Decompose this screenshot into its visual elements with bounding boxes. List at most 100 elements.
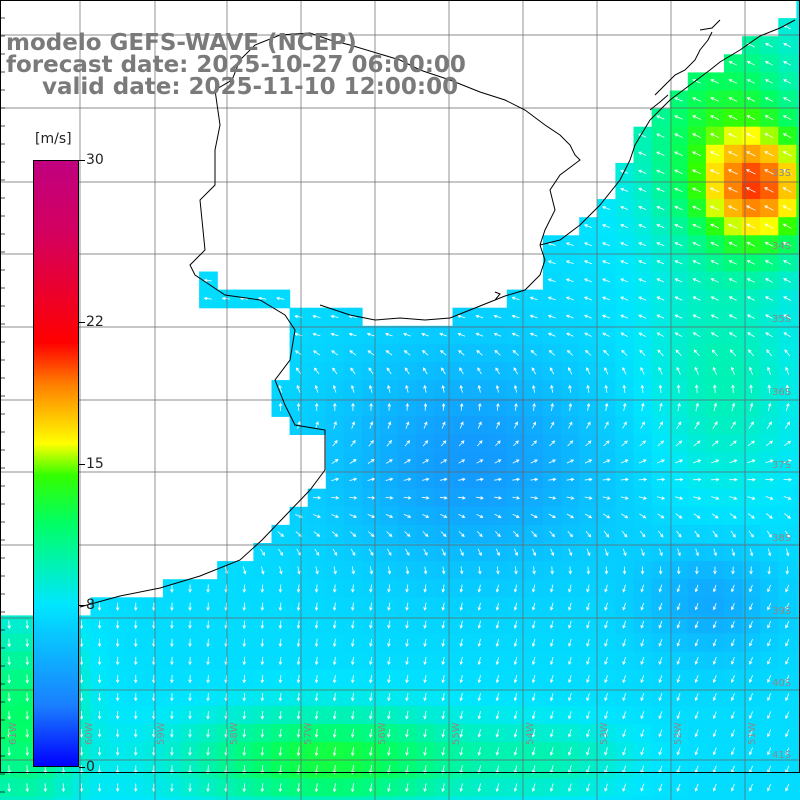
wind-arrow [313,367,320,375]
wind-arrow [133,711,138,720]
wind-arrow [767,711,772,720]
wind-arrow [422,513,430,518]
wind-arrow [640,384,645,393]
wind-cell [796,524,800,544]
wind-arrow [547,332,556,337]
wind-arrow [568,602,572,611]
wind-arrow [676,620,681,629]
wind-arrow [296,620,301,630]
wind-arrow [97,747,102,756]
wind-arrow [729,477,738,482]
wind-cell [669,416,689,435]
wind-cell [343,796,363,800]
wind-arrow [674,496,684,500]
wind-arrow [79,656,84,666]
wind-arrow [97,602,102,611]
wind-arrow [656,151,665,156]
wind-arrow [783,440,792,447]
wind-arrow [783,260,792,265]
wind-arrow [622,747,627,756]
wind-arrow [747,513,755,519]
wind-arrow [711,349,718,357]
wind-arrow [764,169,774,175]
wind-arrow [604,548,609,557]
wind-arrow [332,674,337,684]
wind-cell [796,343,800,363]
wind-arrow [748,349,755,357]
wind-arrow [170,765,174,775]
wind-arrow [746,115,756,120]
wind-arrow [767,639,772,647]
wind-arrow [242,710,247,720]
wind-cell [796,72,800,92]
wind-arrow [332,620,337,630]
wind-arrow [441,638,445,648]
longitude-label: 54W [525,722,536,745]
wind-arrow [656,133,665,138]
wind-cell [796,543,800,562]
wind-arrow [170,747,174,756]
wind-arrow [477,765,482,775]
wind-arrow [206,674,210,684]
wind-arrow [188,656,192,666]
wind-arrow [295,367,302,375]
wind-arrow [315,421,319,429]
wind-arrow [764,187,774,193]
wind-arrow [314,548,320,556]
wind-arrow [477,421,482,429]
wind-arrow [532,566,536,575]
wind-arrow [550,602,554,611]
wind-arrow [441,421,446,429]
wind-arrow [459,384,463,393]
wind-arrow [133,765,138,774]
wind-arrow [495,729,500,738]
wind-arrow [604,620,608,629]
wind-arrow [459,367,464,375]
wind-arrow [79,692,84,702]
wind-arrow [350,783,355,793]
wind-arrow [423,783,427,793]
wind-arrow [333,421,337,429]
wind-arrow [783,43,791,48]
wind-cell [796,54,800,73]
wind-arrow [710,314,719,319]
wind-arrow [658,638,663,647]
wind-arrow [531,584,536,593]
wind-arrow [296,674,301,684]
wind-arrow [549,711,554,720]
wind-arrow [368,367,374,375]
wind-arrow [713,566,717,575]
wind-arrow [477,620,482,629]
wind-arrow [749,693,753,702]
wind-arrow [584,459,593,464]
wind-arrow [313,514,321,518]
wind-arrow [115,747,120,756]
wind-arrow [730,729,735,738]
wind-arrow [729,440,737,447]
wind-arrow [459,602,464,611]
wind-arrow [513,531,519,538]
wind-cell [416,434,435,454]
wind-arrow [313,531,321,537]
wind-arrow [278,584,283,593]
wind-arrow [296,384,301,393]
wind-arrow [405,747,409,757]
wind-arrow [568,783,572,792]
wind-arrow [677,548,681,557]
wind-arrow [477,602,482,611]
wind-cell [126,796,146,800]
wind-arrow [675,349,682,357]
wind-arrow [242,728,247,738]
colorbar-tick-label: 8 [86,597,95,614]
wind-arrow [657,440,665,447]
wind-arrow [387,566,392,575]
wind-arrow [387,783,391,793]
wind-arrow [764,61,774,66]
wind-arrow [206,711,210,720]
wind-arrow [277,531,285,537]
wind-arrow [403,514,412,518]
wind-arrow [405,548,410,556]
wind-arrow [532,384,536,393]
wind-arrow [368,440,374,447]
wind-arrow [782,223,792,229]
